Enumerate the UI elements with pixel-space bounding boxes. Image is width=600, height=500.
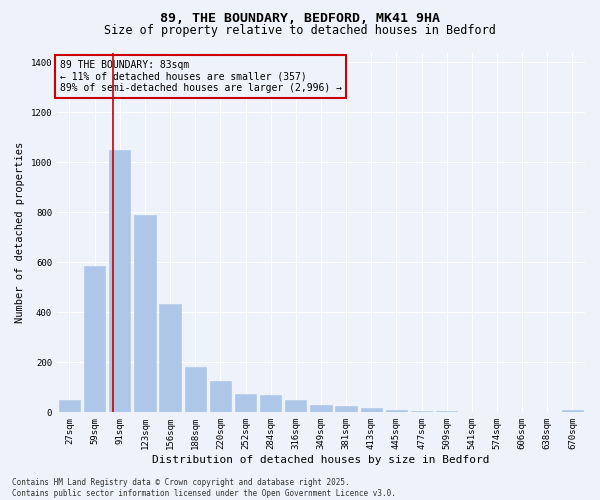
Bar <box>562 410 583 412</box>
Text: 89, THE BOUNDARY, BEDFORD, MK41 9HA: 89, THE BOUNDARY, BEDFORD, MK41 9HA <box>160 12 440 26</box>
Bar <box>386 410 407 412</box>
Bar <box>134 215 155 412</box>
Bar <box>59 400 80 412</box>
Bar <box>209 381 231 412</box>
Bar <box>185 368 206 412</box>
Bar <box>285 400 307 412</box>
Bar <box>436 411 457 412</box>
Text: Contains HM Land Registry data © Crown copyright and database right 2025.
Contai: Contains HM Land Registry data © Crown c… <box>12 478 396 498</box>
X-axis label: Distribution of detached houses by size in Bedford: Distribution of detached houses by size … <box>152 455 490 465</box>
Text: Size of property relative to detached houses in Bedford: Size of property relative to detached ho… <box>104 24 496 37</box>
Bar <box>160 304 181 412</box>
Bar <box>411 411 432 412</box>
Bar <box>361 408 382 412</box>
Bar <box>310 405 332 412</box>
Bar <box>235 394 256 412</box>
Bar <box>335 406 357 412</box>
Bar <box>260 395 281 412</box>
Bar <box>109 150 130 412</box>
Y-axis label: Number of detached properties: Number of detached properties <box>15 142 25 323</box>
Bar <box>84 266 106 412</box>
Text: 89 THE BOUNDARY: 83sqm
← 11% of detached houses are smaller (357)
89% of semi-de: 89 THE BOUNDARY: 83sqm ← 11% of detached… <box>59 60 341 93</box>
